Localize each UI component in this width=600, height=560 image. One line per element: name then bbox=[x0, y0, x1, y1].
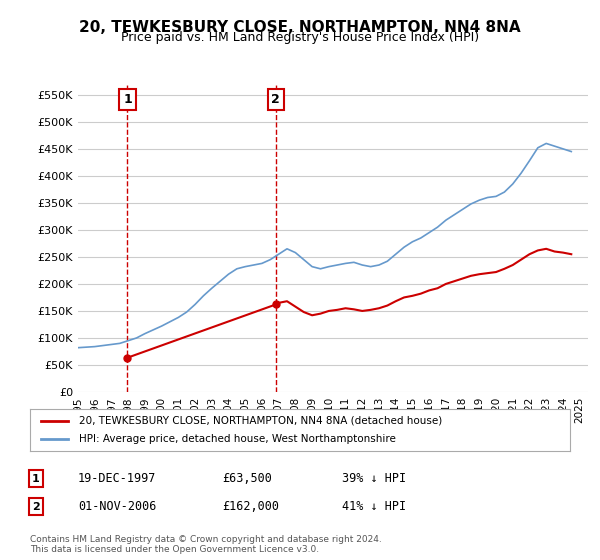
Text: 2: 2 bbox=[271, 93, 280, 106]
Text: £162,000: £162,000 bbox=[222, 500, 279, 514]
Text: HPI: Average price, detached house, West Northamptonshire: HPI: Average price, detached house, West… bbox=[79, 434, 395, 444]
Text: 39% ↓ HPI: 39% ↓ HPI bbox=[342, 472, 406, 486]
Text: 19-DEC-1997: 19-DEC-1997 bbox=[78, 472, 157, 486]
Text: 41% ↓ HPI: 41% ↓ HPI bbox=[342, 500, 406, 514]
Text: 1: 1 bbox=[123, 93, 132, 106]
Text: 20, TEWKESBURY CLOSE, NORTHAMPTON, NN4 8NA: 20, TEWKESBURY CLOSE, NORTHAMPTON, NN4 8… bbox=[79, 20, 521, 35]
Text: Contains HM Land Registry data © Crown copyright and database right 2024.: Contains HM Land Registry data © Crown c… bbox=[30, 535, 382, 544]
Text: 01-NOV-2006: 01-NOV-2006 bbox=[78, 500, 157, 514]
Text: 20, TEWKESBURY CLOSE, NORTHAMPTON, NN4 8NA (detached house): 20, TEWKESBURY CLOSE, NORTHAMPTON, NN4 8… bbox=[79, 416, 442, 426]
Text: This data is licensed under the Open Government Licence v3.0.: This data is licensed under the Open Gov… bbox=[30, 545, 319, 554]
Text: £63,500: £63,500 bbox=[222, 472, 272, 486]
Text: 2: 2 bbox=[32, 502, 40, 512]
Text: 1: 1 bbox=[32, 474, 40, 484]
Text: Price paid vs. HM Land Registry's House Price Index (HPI): Price paid vs. HM Land Registry's House … bbox=[121, 31, 479, 44]
